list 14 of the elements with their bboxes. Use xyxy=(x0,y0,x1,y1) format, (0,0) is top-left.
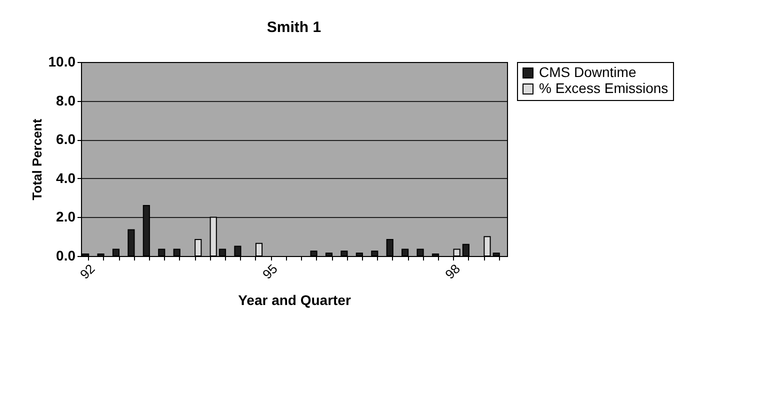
y-tick-label: 6.0 xyxy=(56,131,76,148)
chart-title: Smith 1 xyxy=(266,19,322,36)
x-axis-title: Year and Quarter xyxy=(238,292,352,308)
y-tick-label: 4.0 xyxy=(56,170,76,186)
legend-label: % Excess Emissions xyxy=(539,80,668,96)
x-tick-label: 92 xyxy=(76,261,98,282)
x-tick-label: 95 xyxy=(260,261,280,282)
y-axis-title: Total Percent xyxy=(29,118,44,200)
legend-label: CMS Downtime xyxy=(539,64,636,80)
y-tick-label: 0.0 xyxy=(56,248,76,264)
y-tick-label: 2.0 xyxy=(56,208,76,225)
y-tick-label: 10.0 xyxy=(48,54,76,70)
y-tick-label: 8.0 xyxy=(56,92,76,108)
x-tick-label: 98 xyxy=(442,261,463,282)
